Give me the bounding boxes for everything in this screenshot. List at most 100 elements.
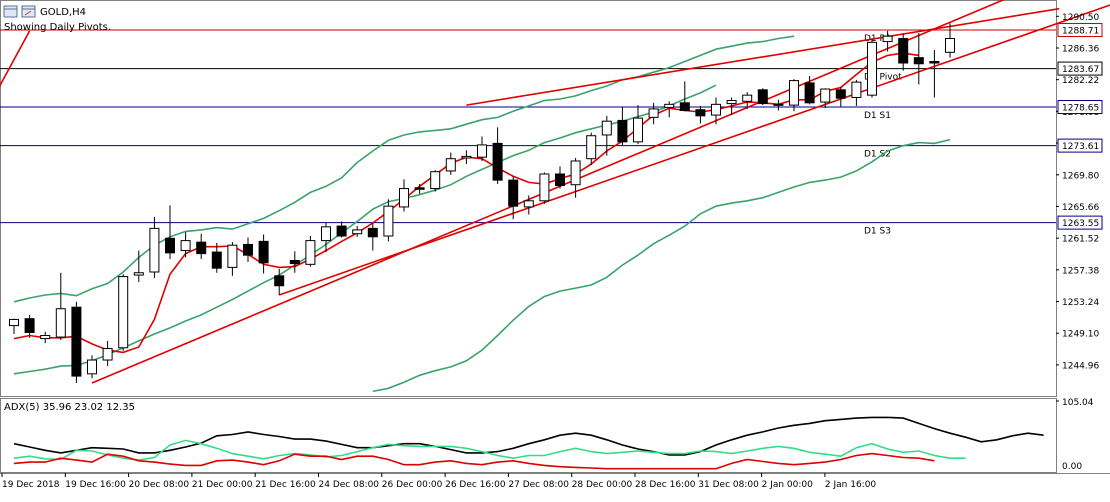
indicator-panel-frame bbox=[0, 398, 1057, 473]
bull-candle-body bbox=[586, 135, 597, 160]
candle bbox=[648, 102, 659, 125]
bull-candle-body bbox=[321, 226, 331, 242]
candle bbox=[586, 132, 597, 165]
time-axis: 19 Dec 2018 19 Dec 16:00 20 Dec 08:00 21 De… bbox=[1, 473, 876, 490]
bull-candle-body bbox=[726, 100, 737, 105]
candle bbox=[133, 250, 144, 282]
price-tick-label: 1286.36 bbox=[1062, 45, 1099, 55]
candlesticks bbox=[9, 23, 955, 383]
pivot-label: D1 Pivot bbox=[864, 73, 902, 83]
adx-scale-top: 105.04 bbox=[1062, 398, 1094, 408]
candle bbox=[149, 216, 160, 279]
candle bbox=[40, 331, 51, 344]
pivot-label: D1 S1 bbox=[864, 111, 891, 121]
trendline bbox=[278, 4, 1110, 296]
trendline bbox=[0, 30, 31, 88]
upper-band-line bbox=[13, 35, 795, 303]
pivot-levels: D1 R1 D1 Pivot D1 S1 D1 S2 D1 S3 bbox=[0, 29, 1056, 237]
bull-candle-body bbox=[477, 144, 487, 158]
candle bbox=[664, 101, 675, 118]
bull-candle-body bbox=[523, 200, 534, 208]
candle bbox=[243, 237, 253, 263]
candle bbox=[336, 221, 347, 238]
adx-scale-bottom: 0.00 bbox=[1062, 462, 1082, 472]
bull-candle-body bbox=[399, 188, 409, 208]
bear-candle-body bbox=[165, 237, 175, 254]
price-tick-label: 1282.22 bbox=[1062, 76, 1099, 86]
bear-candle-body bbox=[929, 60, 940, 64]
bull-candle-body bbox=[445, 158, 456, 172]
candle bbox=[55, 272, 66, 341]
candle bbox=[399, 179, 409, 212]
bull-candle-body bbox=[133, 272, 144, 276]
bear-candle-body bbox=[835, 89, 846, 99]
candle bbox=[118, 274, 129, 351]
bull-candle-body bbox=[87, 359, 97, 375]
price-tick-label: 1290.50 bbox=[1062, 13, 1099, 23]
candle bbox=[87, 355, 97, 379]
candle bbox=[211, 242, 222, 273]
bull-candle-body bbox=[867, 41, 877, 96]
time-tick-label: 21 Dec 16:00 bbox=[255, 480, 316, 490]
bear-candle-body bbox=[898, 38, 909, 64]
bull-candle-body bbox=[945, 38, 955, 53]
time-tick-label: 27 Dec 08:00 bbox=[508, 480, 569, 490]
candle bbox=[742, 92, 753, 109]
chart-window-icon bbox=[3, 5, 36, 18]
price-tag-value: 1283.67 bbox=[1062, 65, 1099, 75]
candle bbox=[196, 233, 207, 259]
bull-candle-body bbox=[664, 103, 675, 108]
bull-candle-body bbox=[570, 160, 581, 186]
time-tick-label: 19 Dec 2018 bbox=[2, 480, 60, 490]
bull-candle-body bbox=[789, 80, 799, 106]
candle bbox=[165, 205, 175, 259]
candle bbox=[289, 251, 300, 273]
candle bbox=[913, 33, 924, 85]
candle bbox=[555, 166, 565, 189]
time-tick-label: 26 Dec 16:00 bbox=[445, 480, 506, 490]
candle bbox=[523, 195, 534, 215]
bear-candle-body bbox=[211, 251, 222, 269]
bull-candle-body bbox=[55, 308, 66, 338]
candle bbox=[71, 301, 82, 383]
bear-candle-body bbox=[508, 179, 519, 207]
candle bbox=[617, 107, 628, 146]
trendline bbox=[91, 0, 1006, 384]
bear-candle-body bbox=[757, 89, 768, 105]
candle bbox=[508, 176, 519, 220]
bear-candle-body bbox=[336, 225, 347, 237]
price-tag-box bbox=[1057, 23, 1103, 38]
time-tick-label: 20 Dec 08:00 bbox=[129, 480, 190, 490]
candle bbox=[445, 152, 456, 175]
pivot-label: D1 S2 bbox=[864, 150, 891, 160]
bear-candle-body bbox=[71, 306, 82, 377]
adx-label: ADX(5) 35.96 23.02 12.35 bbox=[4, 402, 135, 413]
bull-candle-body bbox=[149, 227, 160, 273]
time-tick-label: 2 Jan 00:00 bbox=[762, 480, 814, 490]
price-tag-value: 1273.61 bbox=[1062, 142, 1099, 152]
price-tag-value: 1288.71 bbox=[1062, 27, 1099, 37]
bear-candle-body bbox=[492, 142, 503, 181]
candle bbox=[835, 86, 846, 107]
candle bbox=[24, 314, 35, 338]
bull-candle-body bbox=[461, 155, 472, 159]
bull-candle-body bbox=[633, 117, 643, 143]
bull-candle-body bbox=[40, 335, 51, 340]
price-tick-label: 1257.38 bbox=[1062, 266, 1099, 276]
candle bbox=[383, 199, 394, 242]
pivot-label: D1 S3 bbox=[864, 227, 891, 237]
bear-candle-body bbox=[414, 187, 425, 190]
candle bbox=[274, 268, 285, 295]
candle bbox=[867, 38, 877, 98]
pivot-label: D1 R1 bbox=[864, 34, 892, 44]
bull-candle-body bbox=[305, 240, 316, 265]
bull-candle-body bbox=[383, 205, 394, 237]
price-tag-box bbox=[1057, 100, 1103, 115]
candle bbox=[430, 170, 441, 192]
bull-candle-body bbox=[648, 108, 659, 118]
price-tag-box bbox=[1057, 215, 1103, 230]
candle bbox=[367, 222, 378, 251]
trendlines bbox=[0, 0, 1110, 384]
time-tick-label: 31 Dec 08:00 bbox=[698, 480, 759, 490]
